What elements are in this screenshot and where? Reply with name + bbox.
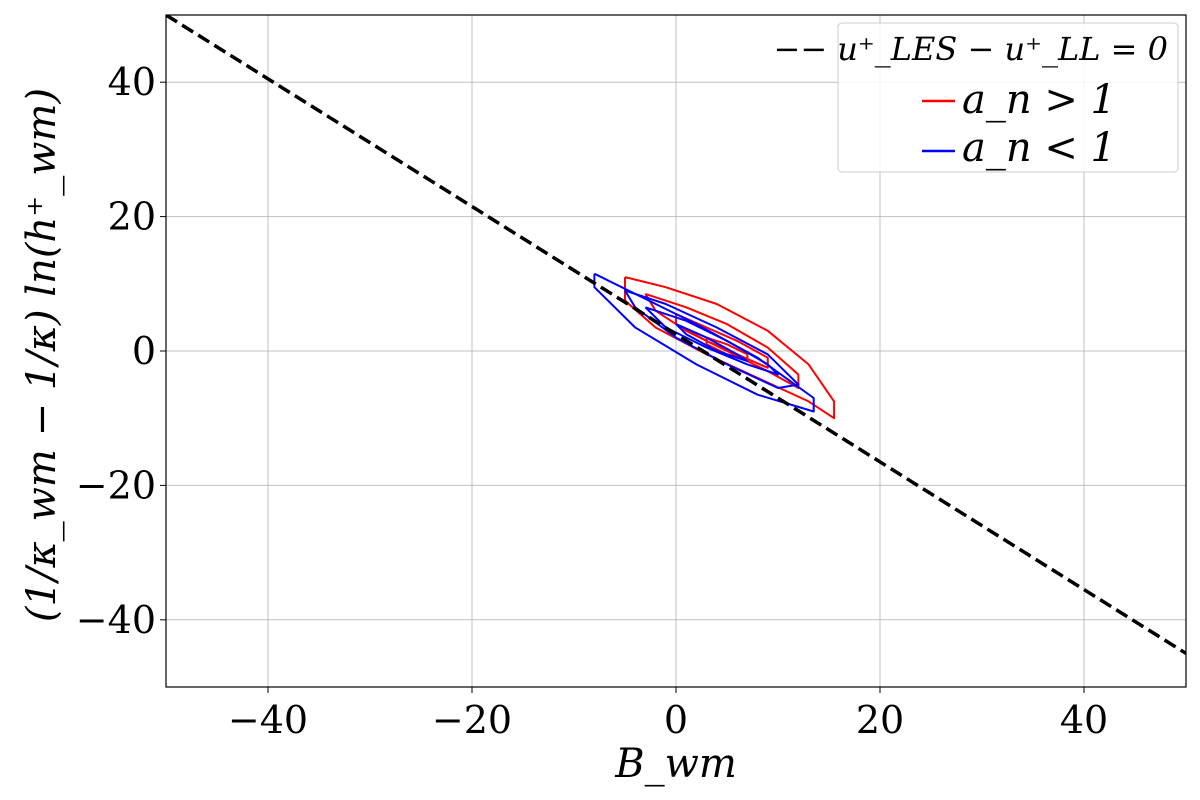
x-tick-label: 40 <box>1060 698 1108 742</box>
contour-blue-0 <box>593 272 815 413</box>
series-layer <box>166 15 1186 655</box>
y-tick-label: −20 <box>76 463 156 507</box>
y-tick-label: −40 <box>76 598 156 642</box>
legend-entry-blue: a_n < 1 <box>962 125 1116 171</box>
legend-entry-red: a_n > 1 <box>962 77 1116 123</box>
series-dashed-line <box>166 15 1186 655</box>
x-tick-label: 20 <box>856 698 904 742</box>
y-tick-label: 0 <box>132 329 156 373</box>
x-tick-label: −20 <box>432 698 512 742</box>
contour-red-2 <box>675 313 769 369</box>
y-axis-label: (1/κ_wm − 1/κ) ln(h⁺_wm) <box>19 88 65 622</box>
contour-blue-2 <box>644 306 779 376</box>
legend-entry-dashed-line: −− u⁺_LES − u⁺_LL = 0 <box>774 30 1169 68</box>
y-tick-label: 20 <box>108 195 156 239</box>
y-axis-ticks: −40 −20 0 20 40 <box>76 60 166 642</box>
x-axis-ticks: −40 −20 0 20 40 <box>228 687 1108 742</box>
x-tick-label: 0 <box>664 698 688 742</box>
legend: −− u⁺_LES − u⁺_LL = 0 a_n > 1 a_n < 1 <box>774 22 1179 173</box>
y-tick-label: 40 <box>108 60 156 104</box>
contour-red-0 <box>624 276 836 420</box>
x-axis-label: B_wm <box>614 741 737 787</box>
x-tick-label: −40 <box>228 698 308 742</box>
contour-blue-3 <box>675 323 749 363</box>
legend-box <box>837 22 1179 173</box>
